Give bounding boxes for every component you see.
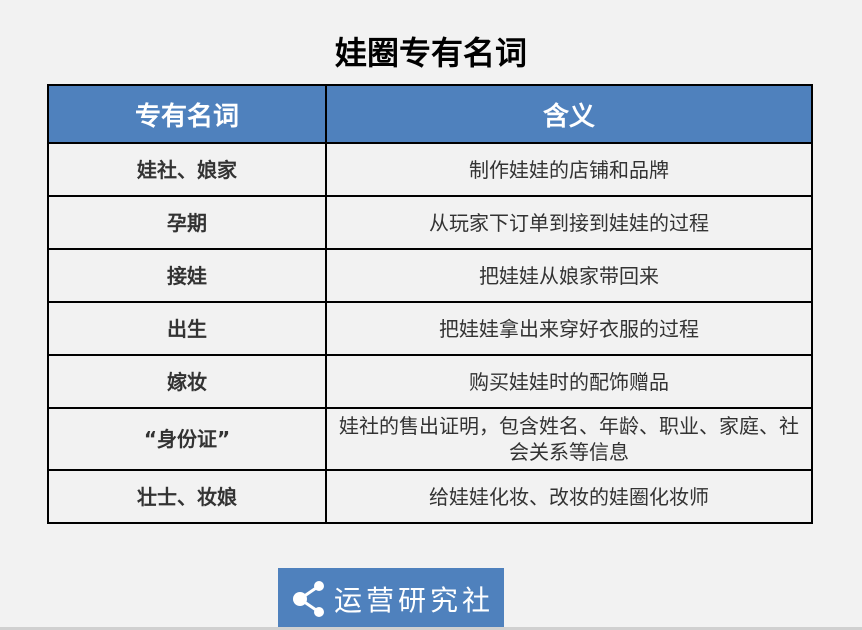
page-title: 娃圈专有名词 <box>334 34 527 72</box>
column-header-term: 专有名词 <box>47 84 327 144</box>
table-row: 壮士、妆娘 给娃娃化妆、改妆的娃圈化妆师 <box>47 469 813 524</box>
meaning-cell: 把娃娃拿出来穿好衣服的过程 <box>325 301 813 356</box>
table-row: 嫁妆 购买娃娃时的配饰赠品 <box>47 354 813 409</box>
table-row: 娃社、娘家 制作娃娃的店铺和品牌 <box>47 142 813 197</box>
meaning-cell: 从玩家下订单到接到娃娃的过程 <box>325 195 813 250</box>
term-cell: “身份证” <box>47 407 327 471</box>
table-row: 孕期 从玩家下订单到接到娃娃的过程 <box>47 195 813 250</box>
share-icon <box>293 581 324 617</box>
meaning-cell: 娃社的售出证明，包含姓名、年龄、职业、家庭、社会关系等信息 <box>325 407 813 471</box>
term-cell: 接娃 <box>47 248 327 303</box>
meaning-cell: 制作娃娃的店铺和品牌 <box>325 142 813 197</box>
term-cell: 孕期 <box>47 195 327 250</box>
table-row: 出生 把娃娃拿出来穿好衣服的过程 <box>47 301 813 356</box>
table-row: “身份证” 娃社的售出证明，包含姓名、年龄、职业、家庭、社会关系等信息 <box>47 407 813 471</box>
term-cell: 出生 <box>47 301 327 356</box>
term-cell: 壮士、妆娘 <box>47 469 327 524</box>
table-row: 接娃 把娃娃从娘家带回来 <box>47 248 813 303</box>
term-cell: 娃社、娘家 <box>47 142 327 197</box>
column-header-meaning: 含义 <box>325 84 813 144</box>
watermark-badge: 运营研究社 <box>278 568 504 630</box>
bottom-divider <box>0 627 862 630</box>
watermark-text: 运营研究社 <box>334 584 495 617</box>
terms-table: 专有名词 含义 娃社、娘家 制作娃娃的店铺和品牌 孕期 从玩家下订单到接到娃娃的过程接… <box>47 84 813 524</box>
table-header-row: 专有名词 含义 <box>47 84 813 144</box>
term-cell: 嫁妆 <box>47 354 327 409</box>
meaning-cell: 购买娃娃时的配饰赠品 <box>325 354 813 409</box>
meaning-cell: 把娃娃从娘家带回来 <box>325 248 813 303</box>
meaning-cell: 给娃娃化妆、改妆的娃圈化妆师 <box>325 469 813 524</box>
